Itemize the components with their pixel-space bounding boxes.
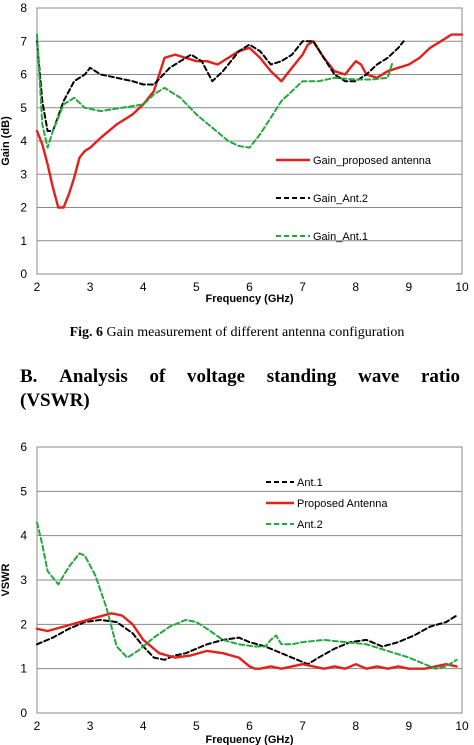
y-tick-label: 1 xyxy=(20,234,27,248)
y-tick-label: 5 xyxy=(20,484,27,498)
x-tick-label: 5 xyxy=(193,719,200,733)
heading-word: voltage xyxy=(186,366,246,387)
legend-label: Gain_proposed antenna xyxy=(313,155,432,167)
series-line xyxy=(36,614,458,666)
heading-word: of xyxy=(149,366,166,387)
x-tick-label: 4 xyxy=(140,280,147,294)
y-tick-label: 2 xyxy=(20,201,27,215)
x-axis-title: Frequency (GHz) xyxy=(205,293,293,305)
legend-label: Proposed Antenna xyxy=(297,498,388,510)
gain-chart: 0 1 2 3 4 5 6 7 8 2 3 4 5 6 7 8 9 10 Frequency (GHz) Gain (… xyxy=(0,1,469,305)
y-tick-label: 2 xyxy=(20,617,27,631)
y-tick-label: 7 xyxy=(20,34,27,48)
x-tick-label: 6 xyxy=(246,280,253,294)
y-tick-label: 6 xyxy=(20,440,27,454)
legend-label: Ant.1 xyxy=(297,477,323,489)
legend-label: Gain_Ant.2 xyxy=(313,193,368,205)
x-axis-title: Frequency (GHz) xyxy=(205,734,293,745)
x-tick-label: 7 xyxy=(299,719,306,733)
figure-caption-text: Gain measurement of different antenna co… xyxy=(106,325,405,340)
vswr-chart: 0 1 2 3 4 5 6 2 3 4 5 6 7 8 9 10 Frequency (GHz) VSWR Ant.… xyxy=(0,440,469,745)
y-tick-label: 0 xyxy=(20,706,27,720)
heading-word: ratio xyxy=(420,366,460,387)
y-axis-title: VSWR xyxy=(0,563,12,596)
x-tick-label: 3 xyxy=(87,719,94,733)
series-line xyxy=(36,33,394,149)
x-tick-label: 2 xyxy=(34,280,41,294)
x-tick-label: 4 xyxy=(140,719,147,733)
x-tick-label: 8 xyxy=(352,719,359,733)
y-tick-label: 8 xyxy=(20,1,27,15)
section-heading-line2: (VSWR) xyxy=(20,390,90,411)
x-tick-label: 8 xyxy=(352,280,359,294)
series-line xyxy=(36,521,458,670)
y-tick-label: 3 xyxy=(20,167,27,181)
x-tick-label: 10 xyxy=(455,719,469,733)
y-tick-label: 1 xyxy=(20,662,27,676)
y-tick-label: 6 xyxy=(20,68,27,82)
figure-caption: Fig. 6 Gain measurement of different ant… xyxy=(0,325,474,341)
section-heading-line1: B. Analysis of voltage standing wave rat… xyxy=(20,365,460,389)
x-tick-label: 5 xyxy=(193,280,200,294)
heading-word: B. xyxy=(20,366,38,387)
y-tick-label: 4 xyxy=(20,529,27,543)
heading-word: wave xyxy=(358,366,400,387)
x-tick-label: 6 xyxy=(246,719,253,733)
x-tick-label: 9 xyxy=(406,280,413,294)
y-tick-label: 3 xyxy=(20,573,27,587)
legend-label: Gain_Ant.1 xyxy=(313,231,368,243)
series-line xyxy=(36,40,405,132)
y-axis-title: Gain (dB) xyxy=(0,116,12,166)
y-tick-label: 5 xyxy=(20,101,27,115)
x-tick-label: 9 xyxy=(406,719,413,733)
heading-word: Analysis xyxy=(59,366,128,387)
y-tick-label: 0 xyxy=(20,267,27,281)
x-tick-label: 2 xyxy=(34,719,41,733)
series-line xyxy=(35,612,458,670)
section-heading: B. Analysis of voltage standing wave rat… xyxy=(20,365,460,413)
x-tick-label: 10 xyxy=(455,280,469,294)
heading-word: standing xyxy=(266,366,337,387)
x-tick-label: 3 xyxy=(87,280,94,294)
y-tick-label: 4 xyxy=(20,134,27,148)
series-line xyxy=(35,33,464,209)
x-tick-label: 7 xyxy=(299,280,306,294)
figure-label: Fig. 6 xyxy=(69,325,104,340)
legend-label: Ant.2 xyxy=(297,519,323,531)
